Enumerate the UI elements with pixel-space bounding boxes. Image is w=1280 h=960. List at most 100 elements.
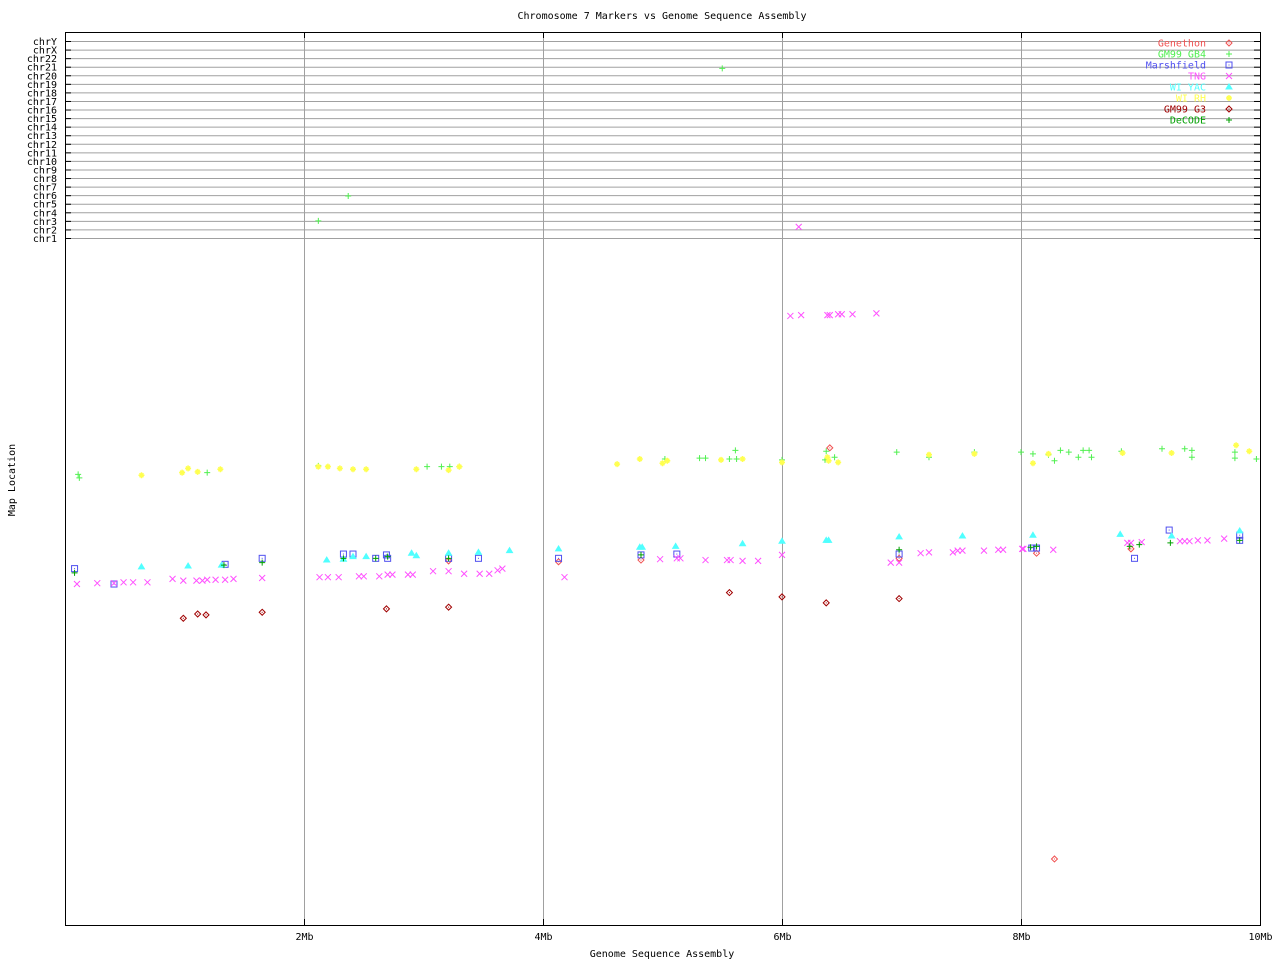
y-tick-label: chrX [33,46,57,57]
data-point [1204,536,1211,544]
data-point [1057,447,1064,454]
data-point [824,536,833,543]
y-tick-label: chr13 [27,131,57,142]
data-point [925,451,932,458]
data-point [733,455,740,462]
data-point [384,571,392,578]
series-genethon [444,444,1135,863]
data-point [474,548,483,555]
data-point [719,65,726,72]
y-tick-label: chr5 [33,200,57,211]
data-point [316,573,323,581]
data-point [702,455,709,462]
data-point [499,565,506,572]
data-point [1065,449,1072,456]
data-point [382,605,391,613]
data-point [838,310,846,318]
data-point [144,578,151,586]
data-point [1126,543,1133,550]
data-point [999,546,1007,554]
data-point [138,472,145,479]
data-point [664,457,671,464]
y-tick-label: chr15 [27,114,57,125]
data-point [444,603,453,611]
data-point [949,548,957,556]
data-point [193,610,202,618]
series-wi-rh [138,442,1253,479]
data-point [1033,543,1040,550]
data-point [726,455,733,462]
legend-label: Genethon [1158,39,1206,50]
data-point [778,551,786,559]
data-point [824,311,831,319]
legend-label: DeCODE [1170,116,1206,127]
data-point [725,588,734,597]
data-point [372,555,379,562]
data-point [1165,526,1173,534]
series-wi-yac [137,526,1244,570]
legend-marker [1225,61,1233,69]
data-point [1018,545,1026,553]
legend-marker [1226,117,1232,123]
data-point [954,547,962,554]
data-point [129,578,137,586]
data-point [1131,554,1139,562]
data-point [460,570,468,578]
data-point [407,549,416,556]
data-point [637,551,644,558]
data-point [217,466,224,473]
legend-marker [1226,51,1232,57]
data-point [202,611,210,619]
data-point [230,575,237,583]
data-point [360,572,368,580]
legend-label: WI RH [1176,94,1206,105]
data-point [1233,442,1240,449]
data-point [315,463,322,470]
data-point [412,551,421,559]
data-point [887,559,895,566]
legend-label: WI YAC [1170,83,1206,94]
data-point [826,444,834,452]
legend-marker [1225,39,1233,47]
data-point [659,460,666,467]
data-point [1127,545,1135,553]
data-point [424,463,431,470]
data-point [336,465,343,472]
data-point [120,578,127,586]
data-point [917,549,924,557]
data-point [220,562,227,569]
series-tng [73,223,1228,588]
legend-marker [1225,105,1233,113]
data-point [831,454,838,461]
data-point [389,571,396,578]
data-point [1027,544,1034,551]
data-point [1253,455,1260,462]
data-point [1231,455,1238,462]
data-point [1032,549,1041,557]
data-point [895,559,903,566]
data-point [456,463,463,470]
data-point [362,552,371,560]
data-point [494,566,501,574]
data-point [259,559,266,566]
data-point [363,466,370,473]
data-point [324,463,331,470]
data-point [1186,537,1193,545]
data-point [179,577,187,584]
x-tick-label: 6Mb [773,932,791,943]
data-point [345,193,352,200]
data-point [554,544,563,552]
data-point [702,556,709,564]
y-tick-label: chr14 [27,123,57,134]
data-point [1080,447,1087,454]
data-point [1136,541,1143,548]
data-point [185,465,192,472]
legend-label: GM99 GB4 [1158,50,1206,61]
data-point [193,577,200,584]
data-point [1029,450,1036,457]
data-point [959,547,966,554]
data-point [194,468,201,475]
y-tick-label: chr9 [33,165,57,176]
data-point [1116,530,1125,537]
